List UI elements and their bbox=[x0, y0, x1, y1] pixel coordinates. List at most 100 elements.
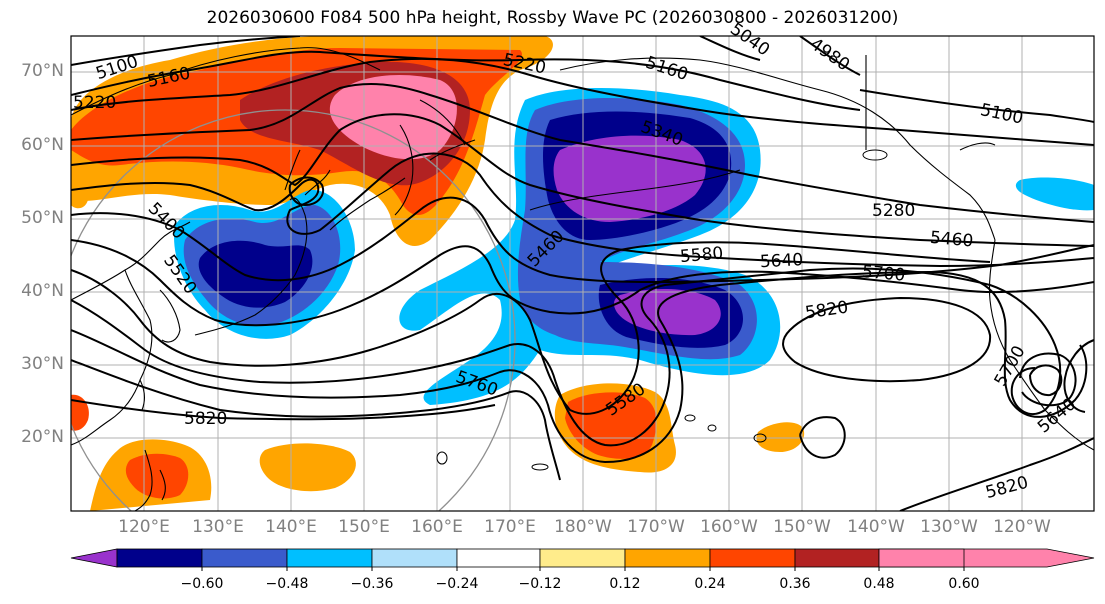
positive-anomaly-east-island bbox=[756, 422, 805, 452]
positive-anomaly-philippines-core bbox=[125, 453, 189, 499]
colorbar-ticks bbox=[201, 567, 965, 571]
colorbar-segment bbox=[794, 548, 880, 568]
colorbar-tick-label: 0.24 bbox=[694, 576, 726, 592]
coast-korea bbox=[159, 289, 181, 343]
colorbar-tick-label: 0.12 bbox=[609, 576, 641, 592]
colorbar-tick-label: −0.12 bbox=[518, 576, 562, 592]
coast-kamchatka bbox=[394, 124, 414, 216]
positive-anomaly-hawaii-core bbox=[565, 392, 657, 459]
contour-label: 5580 bbox=[679, 243, 724, 267]
colorbar-tick-label: −0.48 bbox=[265, 576, 309, 592]
coast-philippines bbox=[134, 449, 166, 511]
lon-label: 180°W bbox=[554, 517, 612, 537]
lat-label: 30°N bbox=[21, 354, 64, 374]
contour-5460 bbox=[71, 196, 1094, 284]
contour-label: 5820 bbox=[184, 409, 227, 429]
colorbar-segment bbox=[456, 548, 541, 568]
positive-anomaly-aleutian-edge bbox=[71, 174, 89, 209]
colorbar-segment bbox=[709, 548, 796, 568]
contour-5220 bbox=[71, 57, 1094, 146]
lat-label: 60°N bbox=[21, 135, 64, 155]
coast-alaska bbox=[559, 57, 996, 241]
colorbar-segment bbox=[539, 548, 626, 568]
colorbar-segment bbox=[286, 548, 373, 568]
lon-label: 170°W bbox=[627, 517, 685, 537]
colorbar-tick-label: 0.48 bbox=[863, 576, 895, 592]
positive-anomaly-north-peak bbox=[329, 75, 457, 160]
coast-na-west bbox=[988, 239, 1094, 451]
colorbar-segment bbox=[878, 548, 965, 568]
contour-4980 bbox=[799, 36, 861, 76]
colorbar-segment bbox=[116, 548, 203, 568]
colorbar-segment bbox=[371, 548, 458, 568]
colorbar-tick-label: 0.36 bbox=[779, 576, 811, 592]
contour-5820 bbox=[71, 296, 992, 421]
island-marcus bbox=[436, 451, 448, 465]
range-circle bbox=[71, 109, 516, 511]
island-hawaii-3 bbox=[753, 433, 767, 443]
lon-label: 160°E bbox=[411, 517, 463, 537]
lon-label: 170°E bbox=[484, 517, 536, 537]
colorbar-tick-label: 0.60 bbox=[948, 576, 980, 592]
contour-5760 bbox=[71, 339, 1094, 481]
contour-5700 bbox=[71, 270, 1088, 464]
negative-anomaly-north-america bbox=[1015, 177, 1094, 211]
colorbar-segment bbox=[624, 548, 711, 568]
colorbar-tick-label: −0.60 bbox=[180, 576, 224, 592]
lon-label: 120°E bbox=[118, 517, 170, 537]
contour-5580 bbox=[71, 241, 991, 415]
map-frame bbox=[70, 35, 1095, 512]
positive-anomaly-west-edge bbox=[71, 394, 89, 431]
contour-5460-low-inner bbox=[1029, 364, 1063, 397]
coast-alaska-border bbox=[865, 55, 996, 151]
lat-label: 70°N bbox=[21, 61, 64, 81]
coast-taiwan bbox=[139, 379, 145, 411]
coast-kuril bbox=[329, 177, 406, 231]
colorbar-tick-label: −0.36 bbox=[350, 576, 394, 592]
lon-label: 160°W bbox=[700, 517, 758, 537]
contour-label: 5640 bbox=[759, 250, 803, 272]
contour-label: 5460 bbox=[929, 228, 974, 252]
contour-5400 bbox=[71, 152, 1094, 268]
map-title: 2026030600 F084 500 hPa height, Rossby W… bbox=[206, 8, 899, 28]
colorbar-extend-low bbox=[70, 548, 118, 568]
contour-5040 bbox=[699, 36, 761, 61]
contour-5100 bbox=[71, 36, 301, 66]
contour-japan-low bbox=[288, 176, 324, 207]
contour-label: 5280 bbox=[872, 201, 915, 221]
contour-5820-south bbox=[899, 437, 1094, 511]
lat-label: 20°N bbox=[21, 427, 64, 447]
coast-aleutians bbox=[529, 169, 741, 211]
colorbar-tick-label: −0.24 bbox=[435, 576, 479, 592]
contour-5280 bbox=[71, 83, 1094, 223]
colorbar-segment bbox=[201, 548, 288, 568]
lon-label: 150°E bbox=[338, 517, 390, 537]
island-hawaii-2 bbox=[707, 424, 717, 432]
contour-label: 5220 bbox=[73, 93, 116, 113]
contour-5520 bbox=[71, 239, 1094, 327]
colorbar bbox=[70, 548, 1095, 568]
coast-sakhalin bbox=[284, 149, 301, 191]
contour-5880 bbox=[799, 416, 846, 459]
lon-label: 130°W bbox=[920, 517, 978, 537]
contour-label: 5700 bbox=[861, 262, 906, 286]
contour-5100-east bbox=[859, 89, 1094, 123]
lon-label: 140°E bbox=[265, 517, 317, 537]
contour-5340 bbox=[71, 113, 1094, 247]
island-kodiak bbox=[862, 149, 888, 161]
positive-anomaly-marianas bbox=[259, 443, 356, 492]
height-contours bbox=[71, 36, 1094, 511]
lon-label: 150°W bbox=[773, 517, 831, 537]
lon-label: 140°W bbox=[847, 517, 905, 537]
negative-anomaly-japan-core bbox=[198, 240, 313, 308]
island-wake bbox=[531, 463, 549, 471]
lon-label: 130°E bbox=[192, 517, 244, 537]
lat-label: 50°N bbox=[21, 208, 64, 228]
negative-anomaly-pacific-core bbox=[553, 135, 721, 336]
islands bbox=[436, 149, 888, 471]
contour-5640 bbox=[71, 267, 1062, 447]
contour-5580-low-inner bbox=[1019, 352, 1077, 407]
lon-label: 120°W bbox=[993, 517, 1051, 537]
lat-label: 40°N bbox=[21, 281, 64, 301]
